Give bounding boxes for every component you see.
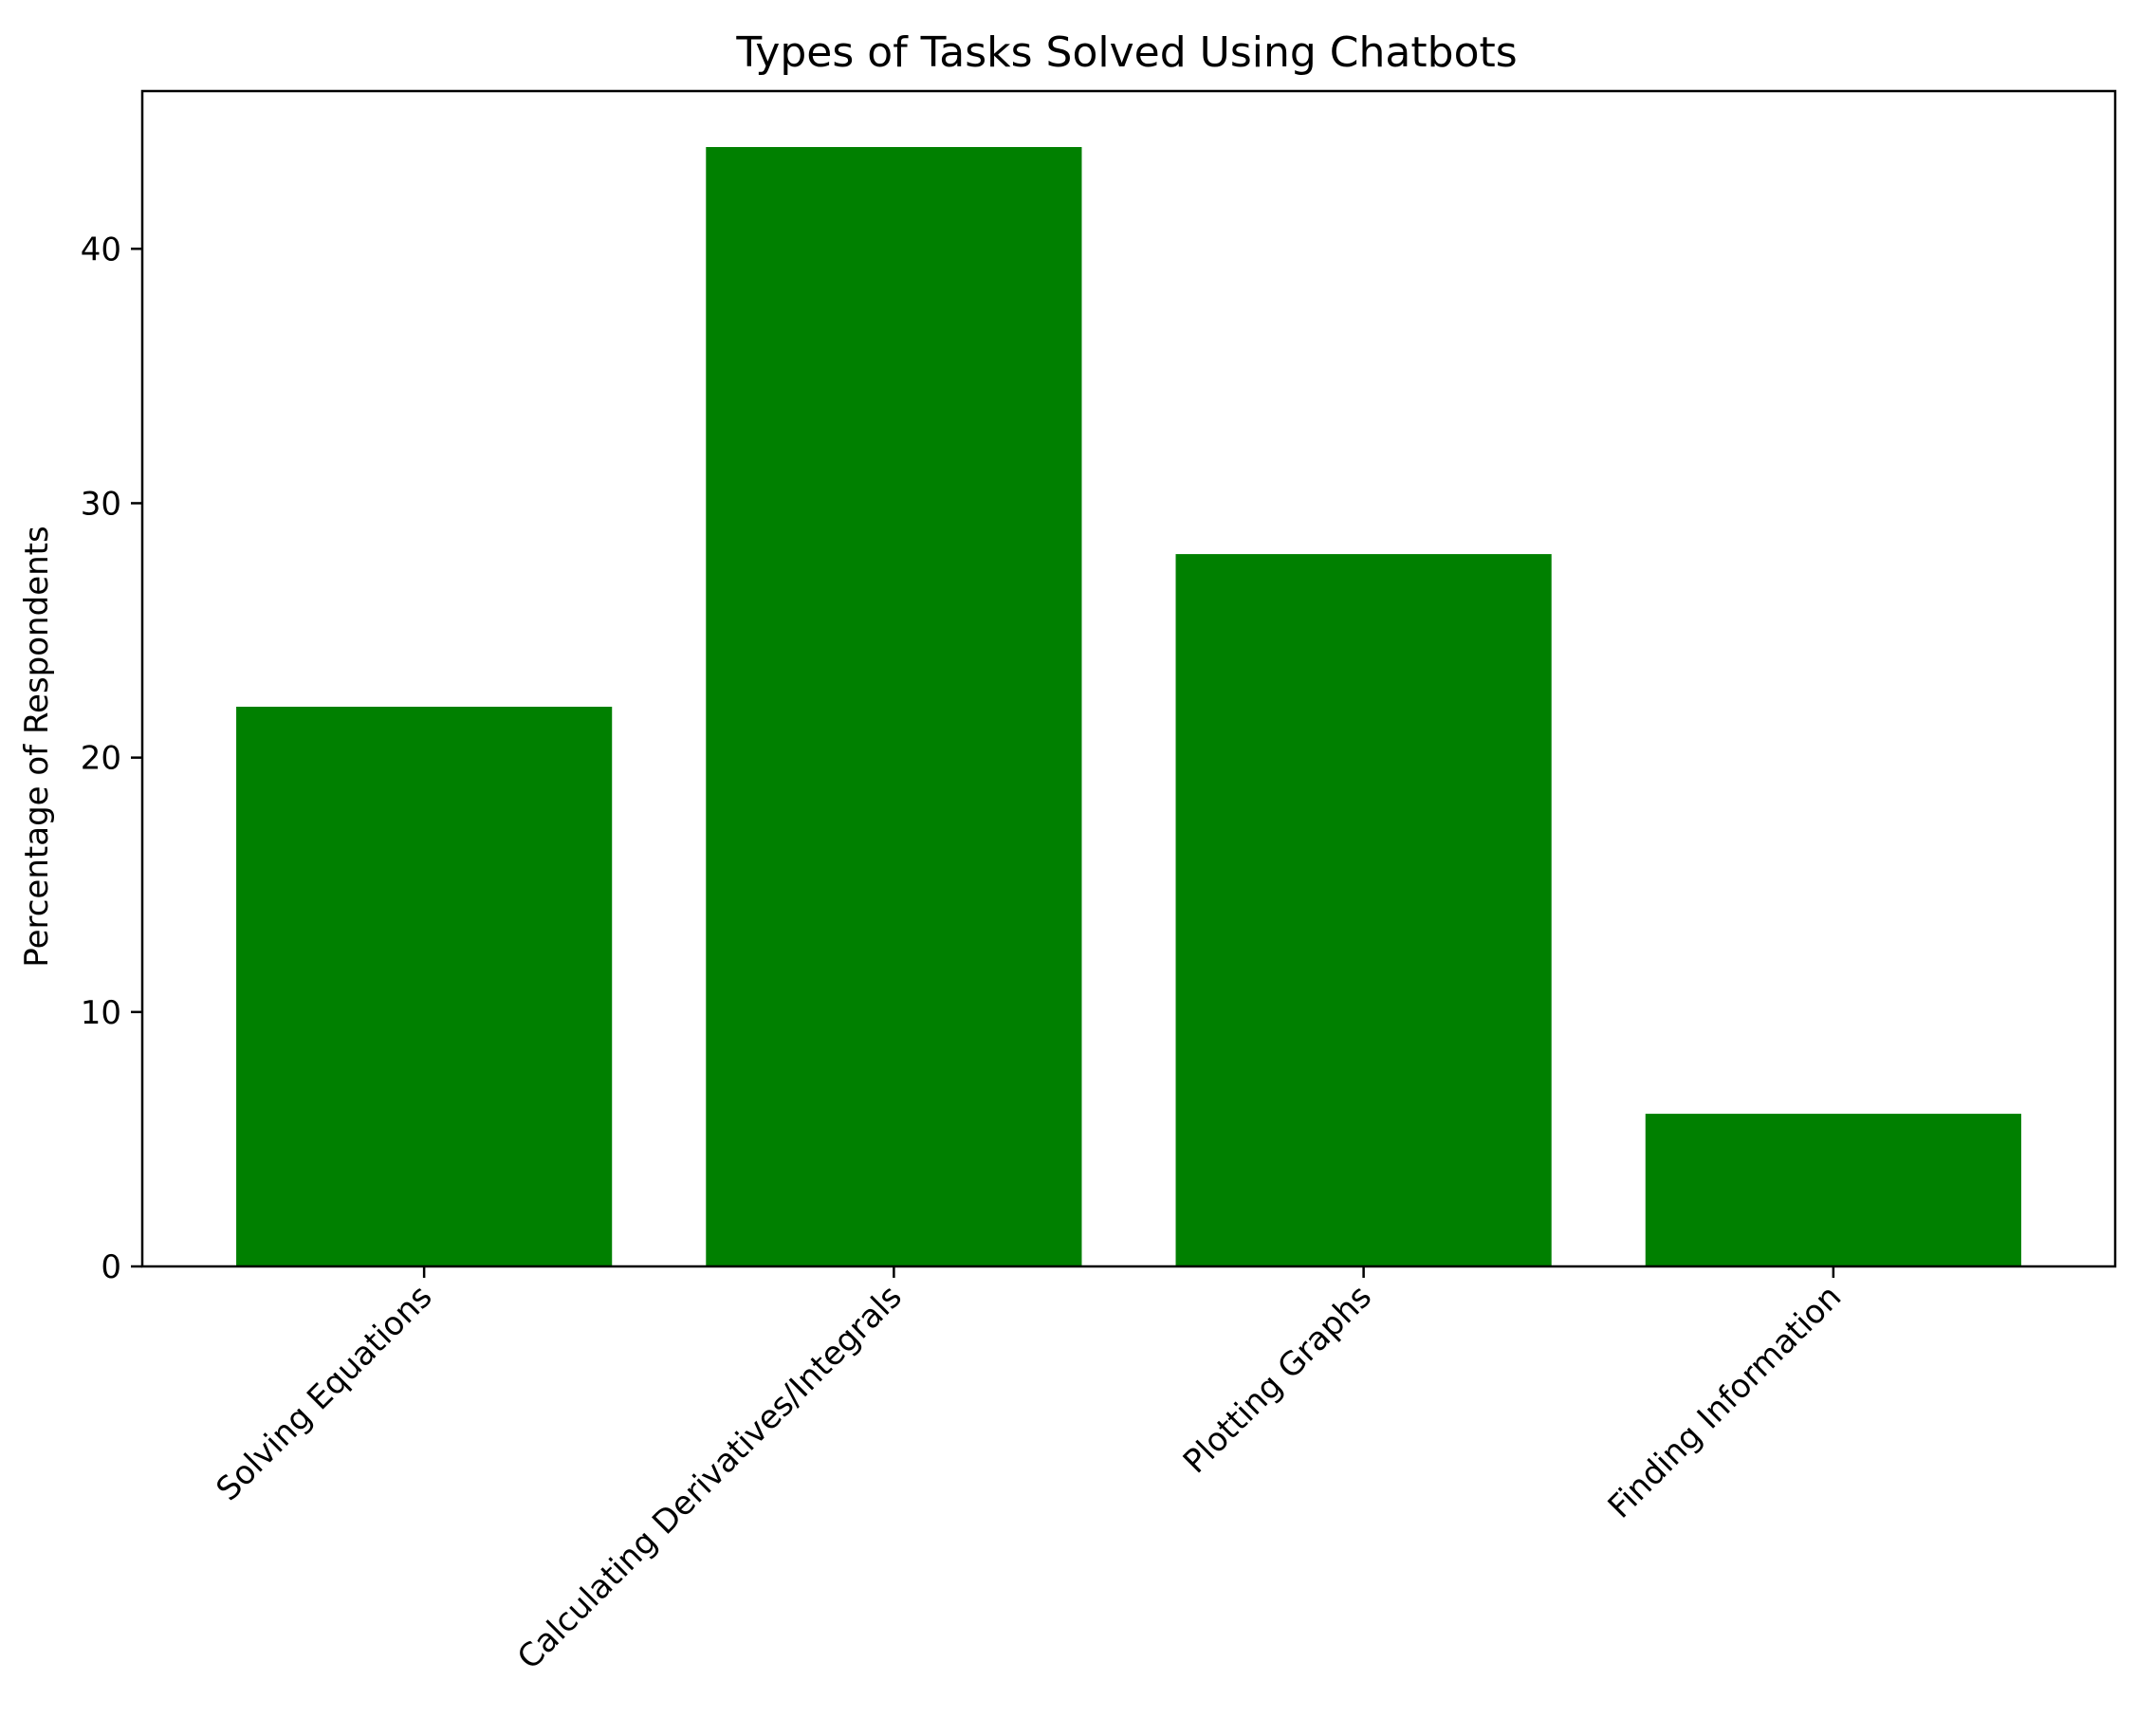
y-axis-ticks: 0 10 20 30 40: [81, 231, 142, 1286]
y-tick-label: 30: [81, 485, 121, 523]
y-axis-label: Percentage of Respondents: [18, 526, 56, 967]
y-tick-label: 10: [81, 994, 121, 1032]
chart-title: Types of Tasks Solved Using Chatbots: [735, 28, 1517, 77]
x-tick-label: Solving Equations: [210, 1278, 440, 1508]
y-tick-label: 20: [81, 740, 121, 778]
bar-plotting-graphs: [1175, 554, 1552, 1266]
x-tick-label: Plotting Graphs: [1176, 1278, 1379, 1481]
bar-finding-information: [1645, 1114, 2021, 1266]
bar-solving-equations: [236, 707, 613, 1266]
y-tick-label: 0: [101, 1248, 121, 1286]
bar-calculating-derivatives-integrals: [706, 147, 1082, 1266]
x-axis-ticks: Solving Equations Calculating Derivatives…: [210, 1266, 1850, 1677]
x-tick-label: Calculating Derivatives/Integrals: [510, 1278, 910, 1677]
bars-layer: [236, 147, 2021, 1266]
x-tick-label: Finding Information: [1601, 1278, 1850, 1526]
y-tick-label: 40: [81, 231, 121, 268]
plot-area-frame: [140, 89, 2117, 1268]
